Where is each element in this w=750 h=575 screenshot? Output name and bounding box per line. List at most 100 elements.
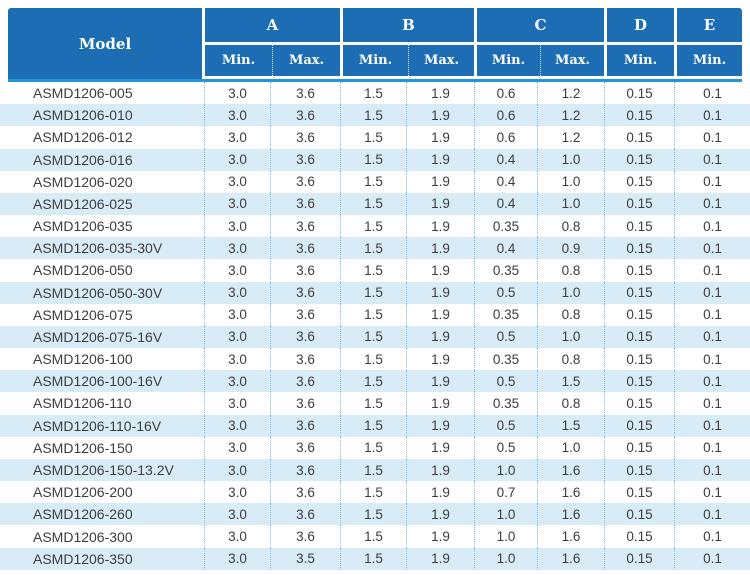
value-cell: 0.15: [604, 348, 674, 371]
value-cell: 1.5: [340, 215, 406, 238]
table-row: ASMD1206-035 3.0 3.6 1.5 1.9 0.35 0.8 0.15 0.1: [0, 215, 750, 238]
value-cell: 3.0: [204, 414, 270, 437]
value-cell: 1.5: [340, 503, 406, 526]
value-cell: 3.6: [270, 458, 340, 482]
table-row: ASMD1206-035-30V 3.0 3.6 1.5 1.9 0.4 0.9 0.15 0.…: [0, 237, 750, 260]
value-cell: 0.35: [474, 303, 537, 326]
model-cell: ASMD1206-075-16V: [33, 328, 163, 345]
value-cell: 1.9: [406, 481, 474, 504]
value-cell: 3.6: [270, 348, 340, 371]
model-cell: ASMD1206-025: [33, 195, 133, 212]
value-cell: 1.5: [537, 414, 604, 437]
table-header: Model A Min. Max. B Min. Max. C Min. Max…: [8, 8, 742, 82]
column-group-d-subheaders: Min.: [607, 45, 674, 76]
table-row: ASMD1206-012 3.0 3.6 1.5 1.9 0.6 1.2 0.15 0.1: [0, 126, 750, 149]
value-cell: 0.5: [474, 325, 537, 349]
model-column-label: Model: [78, 34, 132, 53]
value-cell: 0.1: [674, 259, 750, 282]
value-cell: 1.5: [340, 148, 406, 171]
value-cell: 0.1: [674, 348, 750, 371]
value-cell: 1.9: [406, 192, 474, 216]
value-cell: 0.4: [474, 237, 537, 260]
value-cell: 3.6: [270, 215, 340, 238]
value-cell: 3.0: [204, 82, 270, 105]
value-cell: 3.6: [270, 525, 340, 548]
table-row: ASMD1206-110 3.0 3.6 1.5 1.9 0.35 0.8 0.15 0.1: [0, 392, 750, 415]
value-cell: 1.0: [537, 281, 604, 304]
value-cell: 0.1: [674, 436, 750, 459]
model-cell: ASMD1206-200: [33, 484, 133, 501]
table-row: ASMD1206-150-13.2V 3.0 3.6 1.5 1.9 1.0 1.6 0.15…: [0, 458, 750, 482]
value-cell: 0.8: [537, 303, 604, 326]
value-cell: 3.0: [204, 547, 270, 570]
value-cell: 3.0: [204, 170, 270, 193]
value-cell: 3.0: [204, 503, 270, 526]
value-cell: 1.5: [340, 170, 406, 193]
value-cell: 3.0: [204, 237, 270, 260]
value-cell: 1.5: [340, 237, 406, 260]
column-group-e-label: E: [677, 8, 742, 45]
column-group-a-label: A: [205, 8, 340, 45]
value-cell: 0.15: [604, 237, 674, 260]
value-cell: 1.0: [537, 170, 604, 193]
column-group-c: C Min. Max.: [474, 8, 604, 79]
value-cell: 3.6: [270, 392, 340, 415]
column-group-b: B Min. Max.: [340, 8, 474, 79]
value-cell: 3.0: [204, 525, 270, 548]
value-cell: 0.6: [474, 82, 537, 105]
model-cell: ASMD1206-050: [33, 262, 133, 279]
model-cell: ASMD1206-150: [33, 439, 133, 456]
model-cell: ASMD1206-012: [33, 129, 133, 146]
model-cell: ASMD1206-100-16V: [33, 373, 163, 390]
column-group-d: D Min.: [604, 8, 674, 79]
value-cell: 0.1: [674, 104, 750, 127]
value-cell: 1.6: [537, 525, 604, 548]
table-row: ASMD1206-075-16V 3.0 3.6 1.5 1.9 0.5 1.0 0.15 0.…: [0, 325, 750, 349]
value-cell: 0.1: [674, 82, 750, 105]
value-cell: 3.0: [204, 370, 270, 393]
table-row: ASMD1206-100-16V 3.0 3.6 1.5 1.9 0.5 1.5 0.15 0.…: [0, 370, 750, 393]
value-cell: 3.0: [204, 104, 270, 127]
table-row: ASMD1206-075 3.0 3.6 1.5 1.9 0.35 0.8 0.15 0.1: [0, 303, 750, 326]
col-d-min-header: Min.: [607, 45, 674, 76]
model-cell: ASMD1206-260: [33, 506, 133, 523]
value-cell: 0.15: [604, 392, 674, 415]
table-row: ASMD1206-050 3.0 3.6 1.5 1.9 0.35 0.8 0.15 0.1: [0, 259, 750, 282]
value-cell: 1.6: [537, 547, 604, 570]
value-cell: 0.15: [604, 481, 674, 504]
model-cell: ASMD1206-035-30V: [33, 240, 163, 257]
value-cell: 0.1: [674, 148, 750, 171]
value-cell: 0.15: [604, 148, 674, 171]
value-cell: 1.9: [406, 436, 474, 459]
column-group-a: A Min. Max.: [202, 8, 340, 79]
value-cell: 1.9: [406, 414, 474, 437]
value-cell: 1.5: [340, 370, 406, 393]
value-cell: 1.9: [406, 503, 474, 526]
value-cell: 3.6: [270, 503, 340, 526]
model-cell: ASMD1206-300: [33, 528, 133, 545]
value-cell: 0.35: [474, 259, 537, 282]
value-cell: 0.15: [604, 370, 674, 393]
col-b-max-header: Max.: [408, 45, 474, 76]
value-cell: 3.0: [204, 259, 270, 282]
value-cell: 0.15: [604, 281, 674, 304]
value-cell: 3.6: [270, 82, 340, 105]
value-cell: 1.5: [340, 525, 406, 548]
model-cell: ASMD1206-100: [33, 351, 133, 368]
value-cell: 3.6: [270, 237, 340, 260]
value-cell: 0.6: [474, 104, 537, 127]
value-cell: 1.5: [537, 370, 604, 393]
value-cell: 0.6: [474, 126, 537, 149]
value-cell: 0.15: [604, 458, 674, 482]
table-row: ASMD1206-100 3.0 3.6 1.5 1.9 0.35 0.8 0.15 0.1: [0, 348, 750, 371]
value-cell: 0.15: [604, 215, 674, 238]
model-cell: ASMD1206-035: [33, 218, 133, 235]
table-row: ASMD1206-050-30V 3.0 3.6 1.5 1.9 0.5 1.0 0.15 0.…: [0, 281, 750, 304]
value-cell: 0.7: [474, 481, 537, 504]
value-cell: 1.0: [537, 148, 604, 171]
value-cell: 0.1: [674, 525, 750, 548]
value-cell: 3.0: [204, 481, 270, 504]
value-cell: 0.35: [474, 392, 537, 415]
value-cell: 0.15: [604, 303, 674, 326]
value-cell: 1.5: [340, 104, 406, 127]
